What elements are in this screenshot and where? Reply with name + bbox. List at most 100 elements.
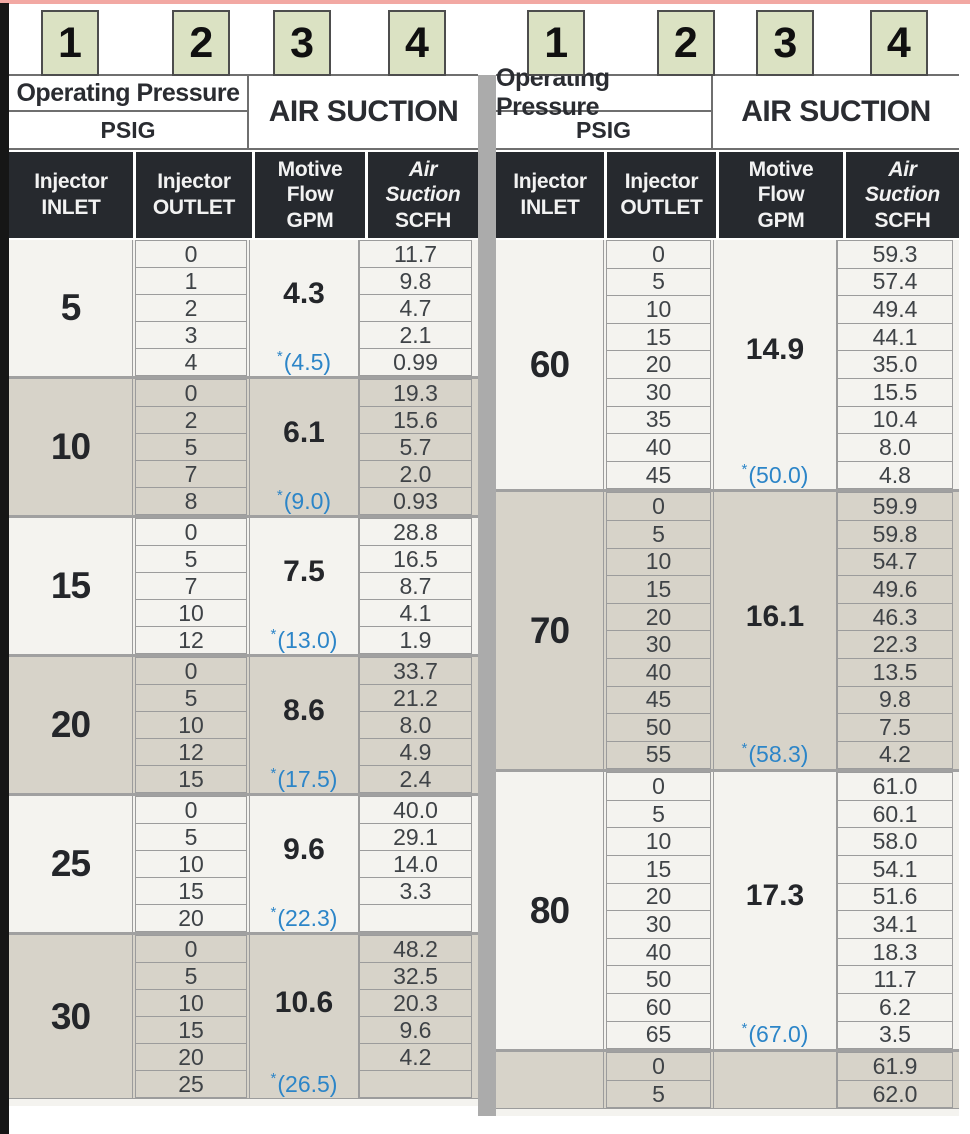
inlet-value: 15	[9, 518, 133, 654]
scfh-cell: 58.0	[837, 827, 953, 857]
asterisk-mark: *	[741, 740, 748, 758]
header-line: Air	[888, 157, 917, 181]
scfh-cell: 7.5	[837, 713, 953, 742]
scfh-cell: 2.4	[359, 765, 472, 793]
outlet-cell: 15	[135, 1016, 247, 1044]
asterisk-mark: *	[741, 1020, 748, 1038]
psig-header: PSIG	[100, 116, 156, 143]
pressure-block: 5 0 1 2 3 4 4.3 * (4.5) 11.7 9.8 4.7 2.1 0.99	[9, 240, 478, 376]
scfh-cell: 49.6	[837, 575, 953, 604]
pressure-block: 60 0 5 10 15 20 30 35 40 45 14.9 * (50.0) 59.3 57.4 49.…	[496, 240, 959, 490]
cropped-next-block	[496, 1108, 959, 1117]
scfh-cell: 11.7	[837, 965, 953, 995]
outlet-cell: 2	[135, 406, 247, 434]
scfh-cell: 33.7	[359, 657, 472, 685]
outlet-column: 0 5 10 15 20 25	[133, 935, 249, 1098]
scfh-cell: 6.2	[837, 993, 953, 1022]
outlet-cell: 20	[135, 1043, 247, 1071]
header-line: Injector	[624, 170, 699, 194]
injector-inlet-header: Injector INLET	[496, 152, 604, 238]
outlet-cell: 30	[606, 910, 711, 939]
outlet-cell: 45	[606, 685, 711, 715]
scfh-cell: 18.3	[837, 937, 953, 967]
scfh-cell: 59.9	[837, 492, 953, 521]
scfh-cell: 61.9	[837, 1052, 953, 1081]
pressure-block: 20 0 5 10 12 15 8.6 * (17.5) 33.7 21.2 8.0 4.9 2.4	[9, 654, 478, 793]
motive-flow-column: 14.9 * (50.0)	[713, 240, 837, 490]
outlet-cell: 4	[135, 348, 247, 376]
outlet-cell: 10	[135, 711, 247, 739]
scfh-cell: 57.4	[837, 267, 953, 297]
outlet-cell: 10	[606, 547, 711, 577]
header-line: OUTLET	[620, 196, 703, 219]
inlet-value: 10	[9, 379, 133, 515]
outlet-cell: 5	[606, 267, 711, 297]
scfh-cell: 60.1	[837, 799, 953, 829]
injector-inlet-header: Injector INLET	[9, 152, 133, 238]
outlet-cell: 0	[606, 240, 711, 269]
injector-outlet-header: Injector OUTLET	[136, 152, 252, 238]
gpm-note-value: (58.3)	[748, 741, 809, 768]
header-line: Injector	[34, 170, 108, 194]
outlet-cell: 0	[135, 379, 247, 407]
motive-flow-column: 7.5 * (13.0)	[249, 518, 359, 654]
scfh-cell: 9.8	[837, 685, 953, 715]
scfh-cell: 8.0	[359, 711, 472, 739]
outlet-cell: 5	[606, 1079, 711, 1109]
operating-pressure-header: Operating Pressure	[9, 76, 247, 112]
gpm-recirculation-note: * (58.3)	[714, 740, 836, 770]
scfh-cell: 54.7	[837, 547, 953, 577]
gpm-note-value: (50.0)	[748, 461, 809, 488]
gpm-recirculation-note: * (22.3)	[250, 904, 358, 932]
outlet-cell: 20	[606, 350, 711, 379]
inlet-value: 20	[9, 657, 133, 793]
gpm-value: 16.1	[745, 599, 805, 633]
header-line: SCFH	[395, 208, 451, 232]
outlet-cell: 5	[606, 519, 711, 549]
pressure-block: 25 0 5 10 15 20 9.6 * (22.3) 40.0 29.1 14.0 3.3	[9, 793, 478, 932]
air-suction-column-header: Air Suction SCFH	[368, 152, 478, 238]
left-edge-bar	[0, 3, 9, 1134]
column-badge-1: 1	[527, 10, 586, 76]
header-line: Injector	[157, 170, 231, 194]
pressure-block: 10 0 2 5 7 8 6.1 * (9.0) 19.3 15.6 5.7 2.0 0.93	[9, 376, 478, 515]
outlet-cell: 12	[135, 626, 247, 654]
scfh-cell: 1.9	[359, 626, 472, 654]
column-badge-4: 4	[869, 10, 928, 76]
column-badge-3: 3	[756, 10, 815, 76]
column-badge-4: 4	[388, 10, 447, 76]
outlet-cell: 5	[135, 823, 247, 851]
scfh-cell: 4.1	[359, 599, 472, 627]
scfh-cell: 48.2	[359, 935, 472, 963]
outlet-column: 0 5 10 15 20 30 40 50 60 65	[604, 772, 713, 1050]
column-badge-3: 3	[273, 10, 332, 76]
header-line: Suction	[865, 183, 940, 207]
outlet-cell: 15	[135, 877, 247, 905]
scfh-cell: 32.5	[359, 962, 472, 990]
motive-flow-column: 4.3 * (4.5)	[249, 240, 359, 376]
gpm-note-value: (4.5)	[283, 348, 332, 375]
gpm-note-value: (26.5)	[277, 1070, 338, 1097]
group-header-row: Operating Pressure PSIG AIR SUCTION	[9, 74, 478, 150]
scfh-cell: 5.7	[359, 433, 472, 461]
data-blocks: 60 0 5 10 15 20 30 35 40 45 14.9 * (50.0) 59.3 57.4 49.…	[496, 240, 959, 1117]
scfh-cell: 19.3	[359, 379, 472, 407]
gpm-recirculation-note: * (4.5)	[250, 348, 358, 376]
scfh-cell	[359, 1070, 472, 1098]
scfh-cell: 4.2	[837, 740, 953, 770]
scfh-cell: 34.1	[837, 910, 953, 939]
gpm-note-value: (13.0)	[277, 626, 338, 653]
column-headers-row: Injector INLET Injector OUTLET Motive Flow GPM…	[9, 152, 478, 238]
outlet-cell: 55	[606, 740, 711, 770]
outlet-cell: 30	[606, 377, 711, 407]
pressure-table-left: 1 2 3 4 Operating Pressure PSIG AIR SUCTION Inj…	[9, 4, 478, 1116]
gpm-value: 6.1	[283, 416, 325, 449]
outlet-column: 0 5 10 15 20 30 35 40 45	[604, 240, 713, 490]
outlet-cell: 3	[135, 321, 247, 349]
scfh-cell: 13.5	[837, 657, 953, 687]
scfh-cell: 4.9	[359, 738, 472, 766]
outlet-cell: 40	[606, 937, 711, 967]
scfh-cell: 59.8	[837, 519, 953, 549]
scfh-cell: 15.5	[837, 377, 953, 407]
